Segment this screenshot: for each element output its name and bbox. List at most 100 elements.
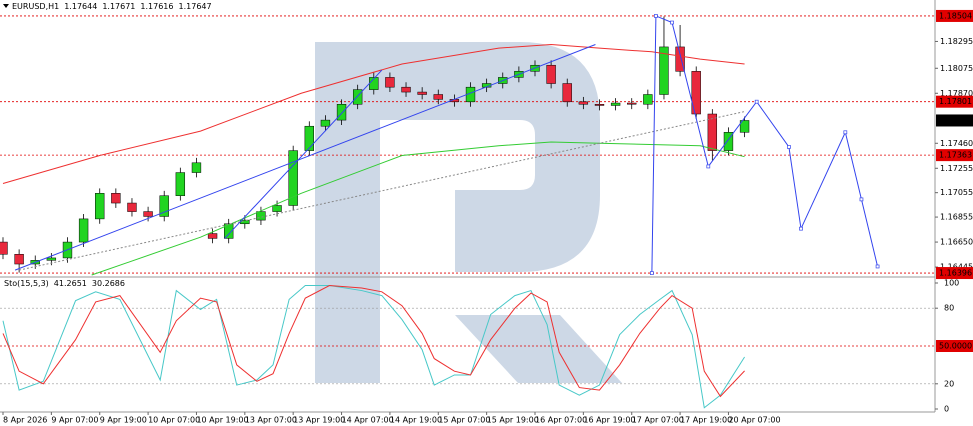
candle-body	[78, 218, 89, 243]
candle-body	[143, 211, 153, 217]
x-tick-label: 16 Apr 07:00	[535, 416, 587, 425]
price-box	[936, 340, 973, 352]
price-box	[936, 149, 973, 162]
price-box-label: 1.18504	[939, 11, 972, 20]
indicator-name: Sto(15,5,3)	[4, 279, 49, 288]
y-tick-label: 100	[944, 279, 959, 288]
forecast-point	[875, 264, 880, 269]
price-box-label: 1.17363	[939, 151, 972, 160]
y-tick-label: 1.17870	[940, 89, 973, 98]
x-tick-label: 8 Apr 2026	[3, 416, 47, 425]
candle-body	[256, 211, 266, 221]
candle-body	[562, 83, 572, 103]
candle-body	[14, 254, 24, 265]
y-tick-label: 20	[944, 379, 954, 388]
x-tick-label: 13 Apr 19:00	[293, 416, 345, 425]
chart-header: EURUSD,H1 1.17644 1.17671 1.17616 1.17647	[12, 2, 212, 11]
y-tick-label: 1.17255	[940, 164, 973, 173]
candle-body	[643, 94, 653, 105]
candle-body	[691, 71, 701, 115]
candle-body	[191, 162, 202, 173]
forecast-point	[799, 226, 803, 231]
ohlc-value: 1.17616	[140, 2, 173, 11]
candle-body	[610, 102, 621, 106]
candle-body	[352, 89, 363, 105]
candle-body	[723, 132, 734, 151]
forecast-point	[843, 130, 848, 135]
price-box-label: 50.0000	[939, 342, 972, 351]
forecast-point	[859, 197, 864, 202]
menu-icon	[3, 4, 9, 8]
y-tick-label: 1.16855	[940, 213, 973, 222]
candle-body	[385, 77, 395, 88]
x-tick-label: 10 Apr 19:00	[196, 416, 248, 425]
overlay-line	[14, 44, 596, 271]
stoch-line	[2, 285, 745, 409]
x-tick-label: 9 Apr 19:00	[100, 416, 147, 425]
x-tick-label: 16 Apr 19:00	[583, 416, 635, 425]
candle-body	[401, 86, 411, 93]
y-tick-label: 80	[944, 304, 954, 313]
forecast-point	[706, 164, 711, 169]
price-box	[936, 267, 973, 280]
candle-body	[127, 202, 137, 212]
x-tick-label: 15 Apr 07:00	[438, 416, 490, 425]
price-box-label: 1.16396	[939, 269, 972, 278]
x-tick-label: 15 Apr 19:00	[487, 416, 539, 425]
indicator-value: 41.2651	[54, 279, 87, 288]
candle-body	[46, 257, 57, 261]
x-tick-label: 14 Apr 07:00	[342, 416, 394, 425]
y-tick-label: 1.17055	[940, 188, 973, 197]
indicator-value: 30.2686	[92, 279, 125, 288]
candle-body	[95, 193, 105, 220]
candle-body	[320, 119, 331, 127]
overlay-line	[224, 69, 383, 239]
candle-body	[659, 46, 669, 95]
overlay-line	[91, 141, 745, 276]
candle-body	[159, 195, 169, 217]
ohlc-value: 1.17644	[64, 2, 97, 11]
price-box	[936, 9, 973, 22]
x-tick-label: 13 Apr 07:00	[245, 416, 297, 425]
candle-body	[627, 102, 637, 105]
forecast-point	[787, 145, 791, 149]
overlay-line	[651, 15, 879, 274]
stoch-line	[2, 285, 745, 398]
y-tick-label: 0	[944, 405, 949, 414]
stoch-header: Sto(15,5,3) 41.2651 30.2686	[4, 279, 125, 288]
price-box-label: 1.17801	[939, 97, 972, 106]
candle-body	[433, 94, 443, 100]
x-tick-label: 17 Apr 07:00	[632, 416, 684, 425]
candle-body	[111, 193, 121, 204]
y-tick-label: 1.17460	[940, 139, 973, 148]
candle-body	[675, 46, 685, 72]
candle-body	[594, 104, 605, 106]
candle-body	[0, 241, 8, 255]
overlay-line	[2, 43, 745, 185]
x-tick-label: 10 Apr 07:00	[148, 416, 200, 425]
candle-body	[707, 113, 718, 151]
ohlc-value: 1.17671	[102, 2, 135, 11]
y-tick-label: 1.18075	[940, 64, 973, 73]
candle-body	[207, 233, 218, 239]
price-box-label: 1.17647	[939, 116, 972, 125]
y-tick-label: 1.18295	[940, 37, 973, 46]
forecast-point	[650, 271, 654, 275]
x-tick-label: 17 Apr 19:00	[680, 416, 732, 425]
watermark-r	[315, 42, 600, 383]
candle-body	[304, 125, 314, 151]
price-box	[936, 114, 973, 127]
x-tick-label: 20 Apr 07:00	[728, 416, 780, 425]
candle-body	[288, 150, 298, 206]
candle-body	[224, 223, 234, 239]
candle-body	[546, 64, 556, 84]
ohlc-value: 1.17647	[179, 2, 212, 11]
price-box	[936, 95, 973, 108]
x-tick-label: 9 Apr 07:00	[51, 416, 98, 425]
x-tick-label: 14 Apr 19:00	[390, 416, 442, 425]
candle-body	[336, 104, 347, 121]
candle-body	[739, 120, 750, 133]
candle-body	[175, 172, 186, 196]
symbol: EURUSD,H1	[12, 2, 59, 11]
